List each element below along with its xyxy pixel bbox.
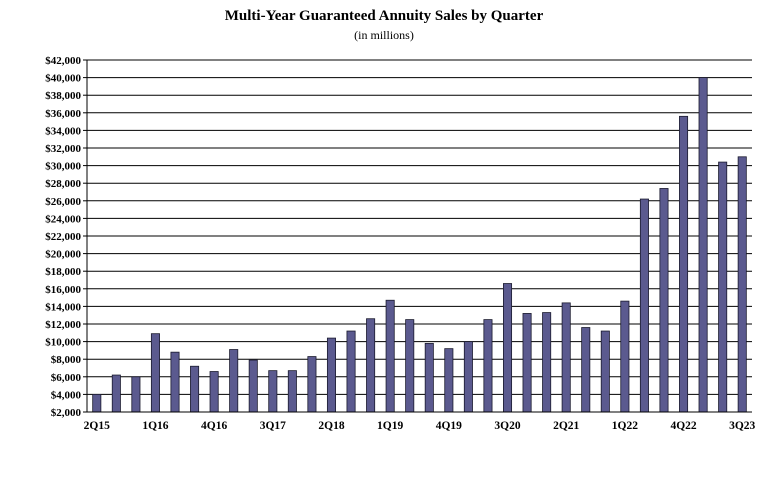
x-tick-label: 1Q22	[612, 420, 638, 432]
y-tick-label: $4,000	[51, 389, 82, 401]
bar-2Q15	[92, 393, 102, 413]
y-tick-label: $10,000	[45, 337, 81, 349]
bar-1Q18	[307, 356, 317, 413]
y-tick-label: $2,000	[51, 407, 82, 419]
y-tick-label: $32,000	[45, 143, 81, 155]
y-tick-label: $14,000	[45, 301, 81, 313]
bar-3Q19	[424, 342, 434, 413]
y-tick-label: $30,000	[45, 161, 81, 173]
bar-2Q16	[170, 351, 180, 413]
bar-1Q20	[463, 341, 473, 413]
y-tick-label: $24,000	[45, 213, 81, 225]
bar-2Q20	[483, 319, 493, 413]
bar-1Q22	[620, 300, 630, 413]
bar-4Q22	[679, 115, 689, 413]
y-tick-label: $8,000	[51, 354, 82, 366]
bar-1Q23	[698, 77, 708, 413]
bar-1Q21	[542, 312, 552, 413]
y-tick-label: $22,000	[45, 231, 81, 243]
y-tick-labels: $2,000 $4,000 $6,000 $8,000 $10,000 $12,000 $1…	[45, 55, 81, 419]
bar-3Q17	[268, 370, 278, 413]
bar-4Q16	[209, 371, 219, 413]
bar-2Q19	[405, 319, 415, 413]
x-tick-label: 4Q16	[201, 420, 227, 432]
bar-2Q17	[248, 359, 258, 413]
chart-subtitle: (in millions)	[354, 28, 414, 42]
bars	[92, 77, 747, 413]
y-tick-label: $6,000	[51, 372, 82, 384]
y-tick-label: $34,000	[45, 125, 81, 137]
x-tick-label: 3Q17	[260, 420, 286, 432]
x-tick-label: 1Q16	[142, 420, 168, 432]
bar-3Q15	[111, 374, 121, 413]
bar-2Q18	[326, 337, 336, 413]
bar-4Q19	[444, 348, 454, 413]
bar-4Q18	[366, 318, 376, 413]
y-tick-label: $18,000	[45, 266, 81, 278]
x-tick-label: 3Q20	[494, 420, 520, 432]
x-tick-label: 2Q18	[318, 420, 344, 432]
x-tick-label: 4Q19	[436, 420, 462, 432]
axes	[86, 60, 752, 413]
x-tick-label: 3Q23	[729, 420, 755, 432]
bar-3Q20	[503, 283, 513, 413]
x-tick-label: 1Q19	[377, 420, 403, 432]
x-tick-label: 4Q22	[670, 420, 696, 432]
bar-4Q20	[522, 313, 532, 413]
y-tick-label: $38,000	[45, 90, 81, 102]
bar-4Q15	[131, 376, 141, 413]
y-tick-label: $20,000	[45, 249, 81, 261]
y-tick-label: $16,000	[45, 284, 81, 296]
bar-1Q17	[229, 349, 239, 413]
y-tick-label: $12,000	[45, 319, 81, 331]
bar-3Q18	[346, 330, 356, 413]
bar-3Q16	[190, 365, 200, 413]
bar-4Q17	[287, 370, 297, 413]
y-tick-label: $28,000	[45, 178, 81, 190]
bar-3Q22	[659, 188, 669, 413]
bar-2Q21	[561, 302, 571, 413]
bar-3Q23	[737, 156, 747, 413]
bar-1Q16	[150, 333, 160, 413]
y-tick-label: $40,000	[45, 73, 81, 85]
gridlines	[83, 59, 752, 413]
x-tick-label: 2Q15	[84, 420, 110, 432]
bar-4Q21	[600, 330, 610, 413]
bar-1Q19	[385, 299, 395, 413]
y-tick-label: $36,000	[45, 108, 81, 120]
bar-3Q21	[581, 327, 591, 413]
x-tick-label: 2Q21	[553, 420, 579, 432]
bar-2Q22	[639, 198, 649, 413]
x-tick-labels: 2Q15 1Q16 4Q16 3Q17 2Q18 1Q19 4Q19 3Q20 2Q21 1Q22…	[84, 420, 756, 432]
chart-title: Multi-Year Guaranteed Annuity Sales by Q…	[224, 8, 544, 24]
y-tick-label: $42,000	[45, 55, 81, 67]
bar-2Q23	[718, 161, 728, 413]
y-tick-label: $26,000	[45, 196, 81, 208]
